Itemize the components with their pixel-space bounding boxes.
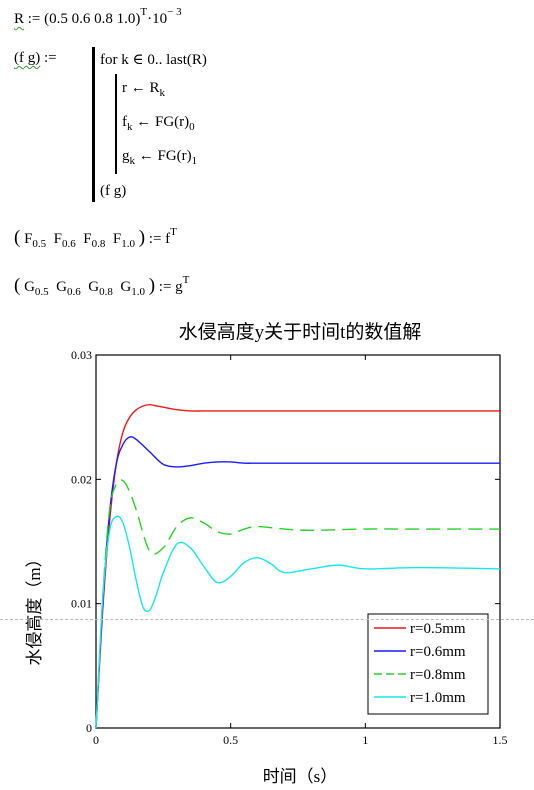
assign-op: :=: [24, 11, 45, 27]
G-definition[interactable]: ( G0.5 G0.6 G0.8 G1.0 ) := gT: [14, 274, 189, 298]
G-close: ): [148, 275, 156, 296]
y-tick-label: 0.01: [71, 597, 92, 611]
program-g-line: gk ← FG(r)1: [122, 148, 197, 167]
f-sub2: 0: [189, 121, 195, 133]
y-axis-label: 水侵高度（m）: [25, 550, 44, 665]
exponent-sup: − 3: [167, 6, 182, 18]
G-rhs: := g: [155, 279, 183, 295]
fg-lhs: (f g): [14, 50, 41, 66]
water-height-chart[interactable]: 水侵高度y关于时间t的数值解 水侵高度（m） 时间（s） 0 0.01 0.02 0.…: [0, 320, 534, 790]
program-for-line: for k ∈ 0.. last(R): [100, 52, 207, 68]
legend-label-1: r=0.6mm: [410, 644, 466, 660]
x-tick-label: 1.5: [493, 733, 508, 747]
G-open: (: [14, 275, 21, 296]
G-sub-0: 0.5: [34, 286, 49, 298]
F-item-1: F: [53, 231, 63, 247]
plot-frame: [95, 354, 501, 729]
G-sub-2: 0.8: [99, 286, 113, 298]
r-definition[interactable]: R := (0.5 0.6 0.8 1.0)T·10− 3: [14, 6, 182, 28]
g-sub: k: [129, 155, 136, 167]
F-open: (: [14, 227, 21, 248]
G-item-0: G: [24, 279, 35, 295]
g-assign: ← FG(r): [135, 148, 192, 164]
r-name: R: [14, 11, 25, 27]
F-sub-0: 0.5: [32, 238, 47, 250]
r-sub: k: [159, 87, 166, 99]
x-axis-label: 时间（s）: [263, 767, 338, 786]
transpose-sup: T: [140, 6, 148, 18]
y-tick-label: 0.02: [71, 472, 92, 486]
scale-factor: ·10: [147, 11, 168, 27]
legend-label-2: r=0.8mm: [410, 667, 466, 683]
chart-title: 水侵高度y关于时间t的数值解: [179, 321, 422, 343]
r-vector: (0.5 0.6 0.8 1.0): [44, 11, 141, 27]
series-line-3: [95, 515, 501, 729]
series-line-2: [95, 479, 500, 729]
program-f-line: fk ← FG(r)0: [122, 114, 195, 133]
G-sub-3: 1.0: [131, 286, 145, 298]
y-tick-label: 0: [86, 721, 92, 735]
g-sub2: 1: [191, 155, 198, 167]
f-var: f: [122, 114, 127, 130]
F-item-2: F: [83, 231, 92, 247]
F-sup: T: [170, 226, 177, 238]
G-sub-1: 0.6: [67, 286, 81, 298]
x-tick-label: 1: [362, 733, 368, 747]
G-item-2: G: [88, 279, 100, 295]
F-definition[interactable]: ( F0.5 F0.6 F0.8 F1.0 ) := fT: [14, 226, 177, 250]
r-assign: r ← R: [122, 80, 160, 96]
f-assign: ← FG(r): [132, 114, 190, 130]
fg-definition[interactable]: (f g) :=: [14, 50, 57, 67]
y-tick-label: 0.03: [71, 348, 92, 362]
legend-label-3: r=1.0mm: [410, 690, 466, 706]
selection-guide-line: [0, 619, 534, 620]
F-sub-2: 0.8: [91, 238, 106, 250]
f-sub: k: [127, 121, 133, 133]
g-var: g: [122, 148, 130, 164]
legend-label-0: r=0.5mm: [410, 621, 466, 637]
program-return-line: (f g): [100, 183, 127, 199]
x-tick-label: 0.5: [223, 733, 238, 747]
F-rhs: := f: [145, 231, 171, 247]
G-item-1: G: [56, 279, 68, 295]
F-item-0: F: [24, 231, 33, 247]
F-item-3: F: [112, 231, 122, 247]
assign-op: :=: [40, 50, 57, 66]
program-r-line: r ← Rk: [122, 80, 165, 99]
series-line-1: [95, 436, 500, 729]
program-bar-outer: [92, 47, 95, 202]
G-item-3: G: [120, 279, 132, 295]
F-sub-1: 0.6: [62, 238, 76, 250]
F-sub-3: 1.0: [121, 238, 135, 250]
F-close: ): [138, 227, 146, 248]
program-bar-inner: [115, 74, 117, 174]
x-tick-label: 0: [93, 733, 99, 747]
G-sup: T: [182, 274, 190, 286]
